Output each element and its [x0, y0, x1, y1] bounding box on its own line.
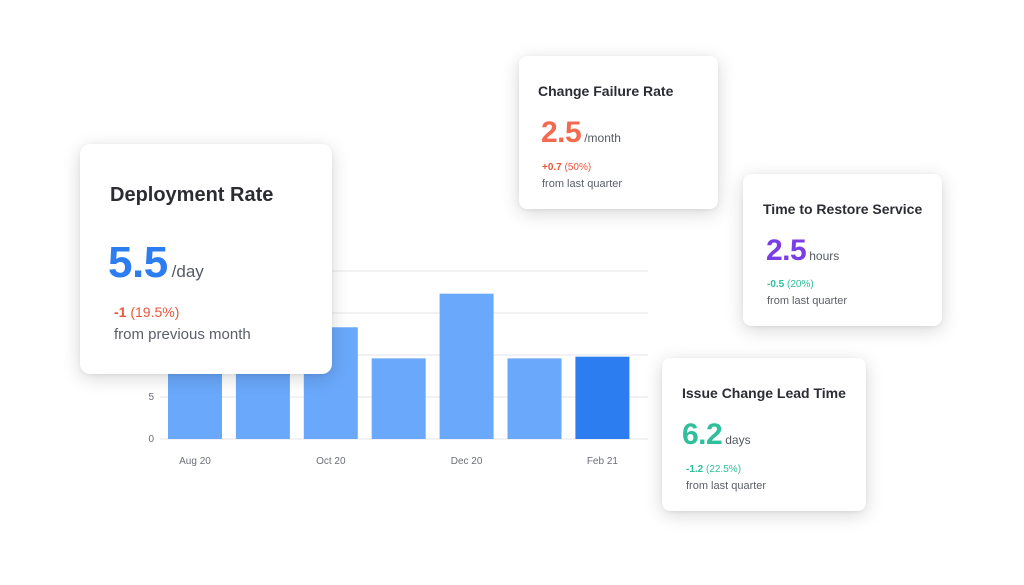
x-tick-label: Aug 20 [179, 456, 211, 467]
issue-lead-time-from: from last quarter [686, 480, 767, 492]
y-tick-label: 5 [148, 392, 154, 403]
bar [439, 293, 494, 439]
issue-lead-time-delta-value: -1.2 [686, 464, 704, 475]
issue-lead-time-title: Issue Change Lead Time [682, 385, 846, 401]
bar [371, 358, 426, 439]
change-failure-rate-delta-value: +0.7 [542, 162, 562, 173]
deployment-rate-delta: -1 (19.5%) [114, 304, 179, 320]
change-failure-rate-value: 2.5 [541, 116, 582, 149]
change-failure-rate-title: Change Failure Rate [538, 83, 674, 99]
time-to-restore-unit: hours [809, 249, 840, 263]
time-to-restore-title: Time to Restore Service [763, 201, 923, 217]
issue-lead-time-card: Issue Change Lead Time 6.2 days -1.2 (22.… [662, 358, 866, 511]
issue-lead-time-delta: -1.2 (22.5%) [686, 464, 741, 475]
x-tick-label: Feb 21 [587, 456, 619, 467]
issue-lead-time-delta-pct: (22.5%) [706, 464, 742, 475]
deployment-rate-value: 5.5 [108, 238, 168, 287]
deployment-rate-from: from previous month [114, 326, 251, 343]
bar [168, 371, 222, 439]
time-to-restore-delta-value: -0.5 [767, 279, 785, 290]
issue-lead-time-unit: days [725, 433, 751, 447]
time-to-restore-card: Time to Restore Service 2.5 hours -0.5 (2… [743, 174, 942, 326]
deployment-rate-unit: /day [171, 262, 204, 281]
x-tick-label: Dec 20 [451, 456, 483, 467]
deployment-rate-delta-value: -1 [114, 304, 127, 320]
deployment-rate-title: Deployment Rate [110, 184, 274, 206]
deployment-rate-value-line: 5.5/day [108, 238, 204, 288]
time-to-restore-from: from last quarter [767, 295, 848, 307]
y-tick-label: 0 [148, 434, 154, 445]
deployment-rate-delta-pct: (19.5%) [130, 304, 180, 320]
change-failure-rate-value-line: 2.5/month [541, 116, 621, 150]
change-failure-rate-delta-pct: (50%) [564, 162, 592, 173]
time-to-restore-delta: -0.5 (20%) [767, 279, 814, 290]
time-to-restore-value: 2.5 [766, 234, 807, 267]
issue-lead-time-value-line: 6.2 days [682, 418, 751, 452]
change-failure-rate-unit: /month [584, 131, 621, 145]
bar [507, 358, 562, 439]
time-to-restore-delta-pct: (20%) [787, 279, 814, 290]
deployment-rate-card: Deployment Rate 5.5/day -1 (19.5%) from … [80, 144, 332, 374]
change-failure-rate-from: from last quarter [542, 178, 623, 190]
bar [575, 356, 630, 439]
change-failure-rate-card: Change Failure Rate 2.5/month +0.7 (50%)… [519, 56, 718, 209]
time-to-restore-value-line: 2.5 hours [766, 234, 839, 268]
x-tick-label: Oct 20 [316, 456, 346, 467]
change-failure-rate-delta: +0.7 (50%) [542, 162, 591, 173]
issue-lead-time-value: 6.2 [682, 418, 723, 451]
